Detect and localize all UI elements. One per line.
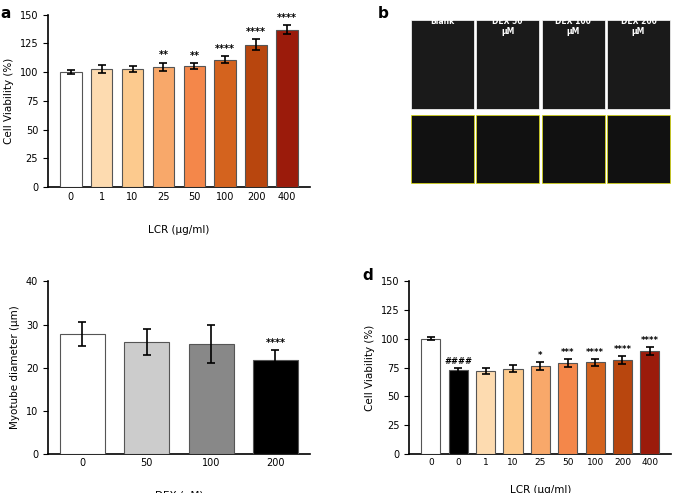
Bar (91, 70, 112, 187)
Text: ****: **** (215, 44, 235, 54)
FancyBboxPatch shape (476, 20, 539, 109)
FancyBboxPatch shape (542, 114, 604, 183)
Text: ****: **** (614, 345, 632, 354)
Bar (153, 67, 174, 187)
Bar (476, 371, 495, 454)
Bar (214, 60, 236, 187)
Text: ****: **** (640, 336, 659, 345)
Bar (253, 360, 298, 454)
Bar (124, 342, 169, 454)
Bar (276, 30, 298, 187)
FancyBboxPatch shape (607, 114, 670, 183)
Text: b: b (378, 6, 389, 21)
Y-axis label: Myotube diameter (μm): Myotube diameter (μm) (10, 306, 21, 429)
Bar (558, 363, 577, 454)
Text: ***: *** (561, 348, 575, 357)
FancyBboxPatch shape (411, 114, 473, 183)
Text: LCR (μg/ml): LCR (μg/ml) (148, 225, 210, 235)
Bar (421, 339, 440, 454)
Text: ****: **** (277, 13, 297, 23)
Bar (188, 344, 234, 454)
Text: ****: **** (246, 27, 266, 37)
Text: *: * (538, 351, 543, 360)
Text: DEX 200
μM: DEX 200 μM (621, 16, 656, 36)
Bar (586, 362, 605, 454)
FancyBboxPatch shape (542, 20, 604, 109)
Bar (613, 360, 632, 454)
Text: **: ** (158, 50, 169, 60)
Bar (503, 369, 523, 454)
Bar (640, 351, 660, 454)
FancyBboxPatch shape (607, 20, 670, 109)
Text: a: a (1, 6, 11, 21)
FancyBboxPatch shape (476, 114, 539, 183)
Bar (60, 72, 82, 187)
Text: DEX 50
μM: DEX 50 μM (493, 16, 523, 36)
Text: ****: **** (586, 348, 604, 357)
Text: d: d (362, 268, 373, 282)
Bar (122, 69, 143, 187)
Text: **: ** (189, 51, 199, 61)
Text: DEX 100
μM: DEX 100 μM (555, 16, 591, 36)
Y-axis label: Cell Viability (%): Cell Viability (%) (4, 58, 14, 144)
Y-axis label: Cell Viability (%): Cell Viability (%) (366, 324, 375, 411)
Text: LCR (μg/ml): LCR (μg/ml) (510, 485, 571, 493)
Bar (184, 66, 206, 187)
Bar (449, 370, 468, 454)
Bar (531, 366, 550, 454)
Bar (60, 334, 105, 454)
Bar (245, 44, 267, 187)
Text: ####: #### (445, 357, 472, 366)
FancyBboxPatch shape (411, 20, 473, 109)
Text: DEX (μM): DEX (μM) (155, 492, 203, 493)
Text: ****: **** (265, 338, 286, 348)
Text: Blank: Blank (430, 16, 454, 26)
